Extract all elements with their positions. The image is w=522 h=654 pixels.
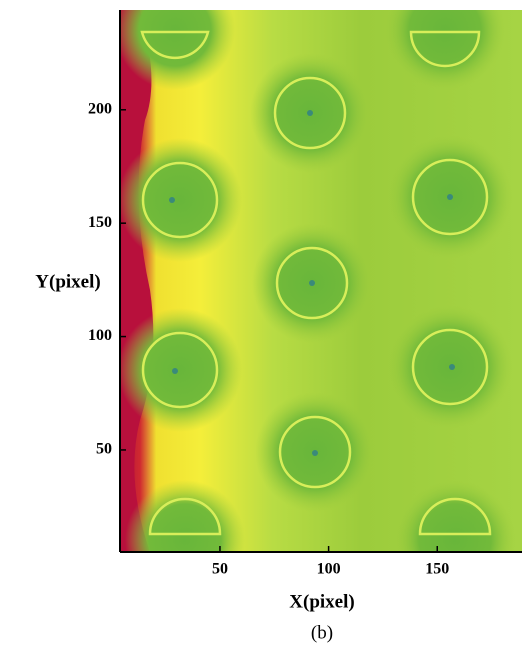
y-axis-label: Y(pixel) bbox=[35, 271, 100, 292]
y-tick-label: 200 bbox=[88, 100, 112, 117]
x-tick-label: 50 bbox=[212, 561, 228, 578]
caption: (b) bbox=[311, 622, 333, 643]
x-tick-label: 150 bbox=[425, 561, 449, 578]
y-tick-label: 100 bbox=[88, 327, 112, 344]
x-axis-label: X(pixel) bbox=[289, 591, 354, 612]
field-image bbox=[120, 10, 522, 552]
y-tick-label: 150 bbox=[88, 214, 112, 231]
y-tick-label: 50 bbox=[96, 441, 112, 458]
x-tick-label: 100 bbox=[317, 561, 341, 578]
